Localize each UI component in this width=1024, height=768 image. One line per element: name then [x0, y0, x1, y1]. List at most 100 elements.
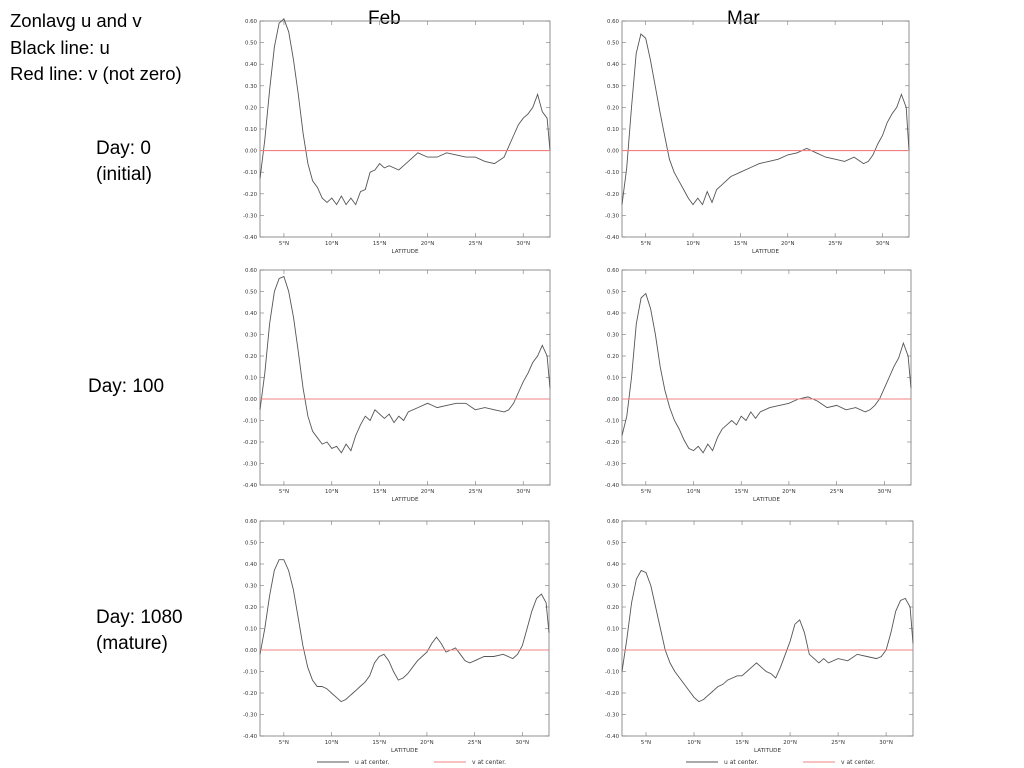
y-tick-label: -0.10 [605, 419, 620, 425]
x-tick-label: 5°N [279, 241, 289, 247]
series-line-u [259, 18, 551, 206]
y-tick-label: 0.20 [245, 105, 258, 111]
row-label-line: Day: 0 [96, 138, 151, 159]
y-tick-label: -0.30 [605, 713, 620, 719]
x-tick-label: 10°N [325, 489, 339, 495]
y-tick-label: -0.40 [243, 235, 258, 241]
y-tick-label: -0.40 [605, 734, 620, 740]
x-tick-label: 5°N [641, 241, 651, 247]
y-tick-label: -0.30 [605, 462, 620, 468]
series-line-u [259, 275, 551, 454]
x-tick-label: 20°N [783, 740, 797, 746]
y-tick-label: 0.30 [245, 333, 258, 339]
x-tick-label: 15°N [734, 489, 748, 495]
y-tick-label: -0.30 [605, 213, 620, 219]
x-tick-label: 15°N [373, 489, 387, 495]
x-axis-label: LATITUDE [753, 497, 781, 503]
y-tick-label: 0.20 [607, 605, 620, 611]
x-tick-label: 15°N [734, 241, 748, 247]
x-tick-label: 10°N [687, 489, 701, 495]
x-tick-label: 25°N [830, 489, 844, 495]
y-tick-label: 0.10 [245, 127, 258, 133]
x-axis-label: LATITUDE [391, 748, 419, 754]
y-tick-label: 0.40 [245, 62, 258, 68]
legend-entry-v: v at center. [434, 759, 506, 766]
row-label-line: Day: 1080 [96, 607, 183, 628]
chart-panel-feb-0: -0.40 -0.30 -0.20 -0.10 0.00 0.10 0.20 0.30 0.40… [243, 18, 551, 255]
y-tick-label: 0.10 [607, 376, 620, 382]
y-tick-label: 0.50 [245, 541, 258, 547]
series-line-u [259, 559, 550, 703]
legend-entry-u: u at center. [686, 759, 758, 766]
series-line-u [621, 292, 912, 454]
chart-panel-feb-2: -0.40 -0.30 -0.20 -0.10 0.00 0.10 0.20 0.30 0.40… [243, 519, 550, 754]
y-tick-label: 0.00 [607, 648, 620, 654]
row-label-line: (initial) [96, 164, 152, 185]
y-tick-label: 0.00 [607, 149, 620, 155]
y-tick-label: -0.10 [605, 170, 620, 176]
y-tick-label: -0.10 [243, 419, 258, 425]
legend-entry-u: u at center. [317, 759, 389, 766]
intro-line-red: Red line: v (not zero) [10, 63, 182, 84]
y-tick-label: 0.40 [607, 311, 620, 317]
y-tick-label: 0.40 [245, 562, 258, 568]
x-tick-label: 5°N [279, 740, 289, 746]
plot-frame [259, 269, 551, 486]
y-tick-label: -0.10 [605, 670, 620, 676]
y-tick-label: 0.30 [245, 84, 258, 90]
y-tick-label: -0.40 [243, 734, 258, 740]
row-label-day-100: Day: 100 [88, 374, 164, 400]
x-tick-label: 25°N [469, 241, 483, 247]
x-tick-label: 10°N [325, 241, 339, 247]
y-tick-label: 0.30 [607, 333, 620, 339]
y-tick-label: 0.60 [245, 519, 258, 525]
x-tick-label: 30°N [879, 740, 893, 746]
x-tick-label: 20°N [782, 489, 796, 495]
x-tick-label: 5°N [279, 489, 289, 495]
intro-text: Zonlavg u and v Black line: u Red line: … [10, 8, 182, 88]
plot-frame [259, 20, 551, 238]
chart-panel-mar-0: -0.40 -0.30 -0.20 -0.10 0.00 0.10 0.20 0.30 0.40… [605, 19, 910, 255]
x-tick-label: 15°N [373, 241, 387, 247]
y-tick-label: -0.10 [243, 670, 258, 676]
series-line-u [621, 33, 910, 206]
x-tick-label: 5°N [641, 740, 651, 746]
y-tick-label: 0.50 [245, 41, 258, 47]
y-tick-label: 0.60 [245, 19, 258, 25]
plot-frame [259, 520, 550, 737]
legend-label-v: v at center. [841, 759, 875, 766]
y-tick-label: -0.40 [605, 235, 620, 241]
x-tick-label: 25°N [469, 489, 483, 495]
intro-line-black: Black line: u [10, 36, 110, 58]
x-tick-label: 20°N [421, 241, 435, 247]
x-tick-label: 20°N [781, 241, 795, 247]
row-label-line: Day: 100 [88, 376, 165, 397]
x-tick-label: 15°N [372, 740, 386, 746]
legend-entry-v: v at center. [803, 759, 875, 766]
y-tick-label: 0.10 [245, 376, 258, 382]
y-tick-label: 0.40 [607, 62, 620, 68]
chart-panel-mar-2: -0.40 -0.30 -0.20 -0.10 0.00 0.10 0.20 0.30 0.40… [605, 519, 914, 754]
x-tick-label: 10°N [325, 740, 339, 746]
x-axis-label: LATITUDE [752, 249, 780, 255]
y-tick-label: 0.40 [607, 562, 620, 568]
y-tick-label: 0.10 [245, 627, 258, 633]
y-tick-label: -0.30 [243, 213, 258, 219]
x-tick-label: 20°N [421, 489, 435, 495]
y-tick-label: -0.20 [243, 691, 258, 697]
y-tick-label: 0.20 [245, 354, 258, 360]
y-tick-label: 0.30 [607, 584, 620, 590]
y-tick-label: 0.60 [607, 519, 620, 525]
x-axis-label: LATITUDE [391, 249, 419, 255]
x-tick-label: 10°N [687, 740, 701, 746]
x-tick-label: 30°N [516, 489, 530, 495]
x-tick-label: 10°N [686, 241, 700, 247]
y-tick-label: 0.60 [607, 19, 620, 25]
row-label-line: (mature) [96, 633, 168, 654]
x-tick-label: 25°N [468, 740, 482, 746]
y-tick-label: -0.10 [243, 170, 258, 176]
x-tick-label: 30°N [876, 241, 890, 247]
y-tick-label: 0.00 [245, 648, 258, 654]
x-tick-label: 15°N [735, 740, 749, 746]
row-label-day-1080: Day: 1080 (mature) [96, 605, 183, 657]
